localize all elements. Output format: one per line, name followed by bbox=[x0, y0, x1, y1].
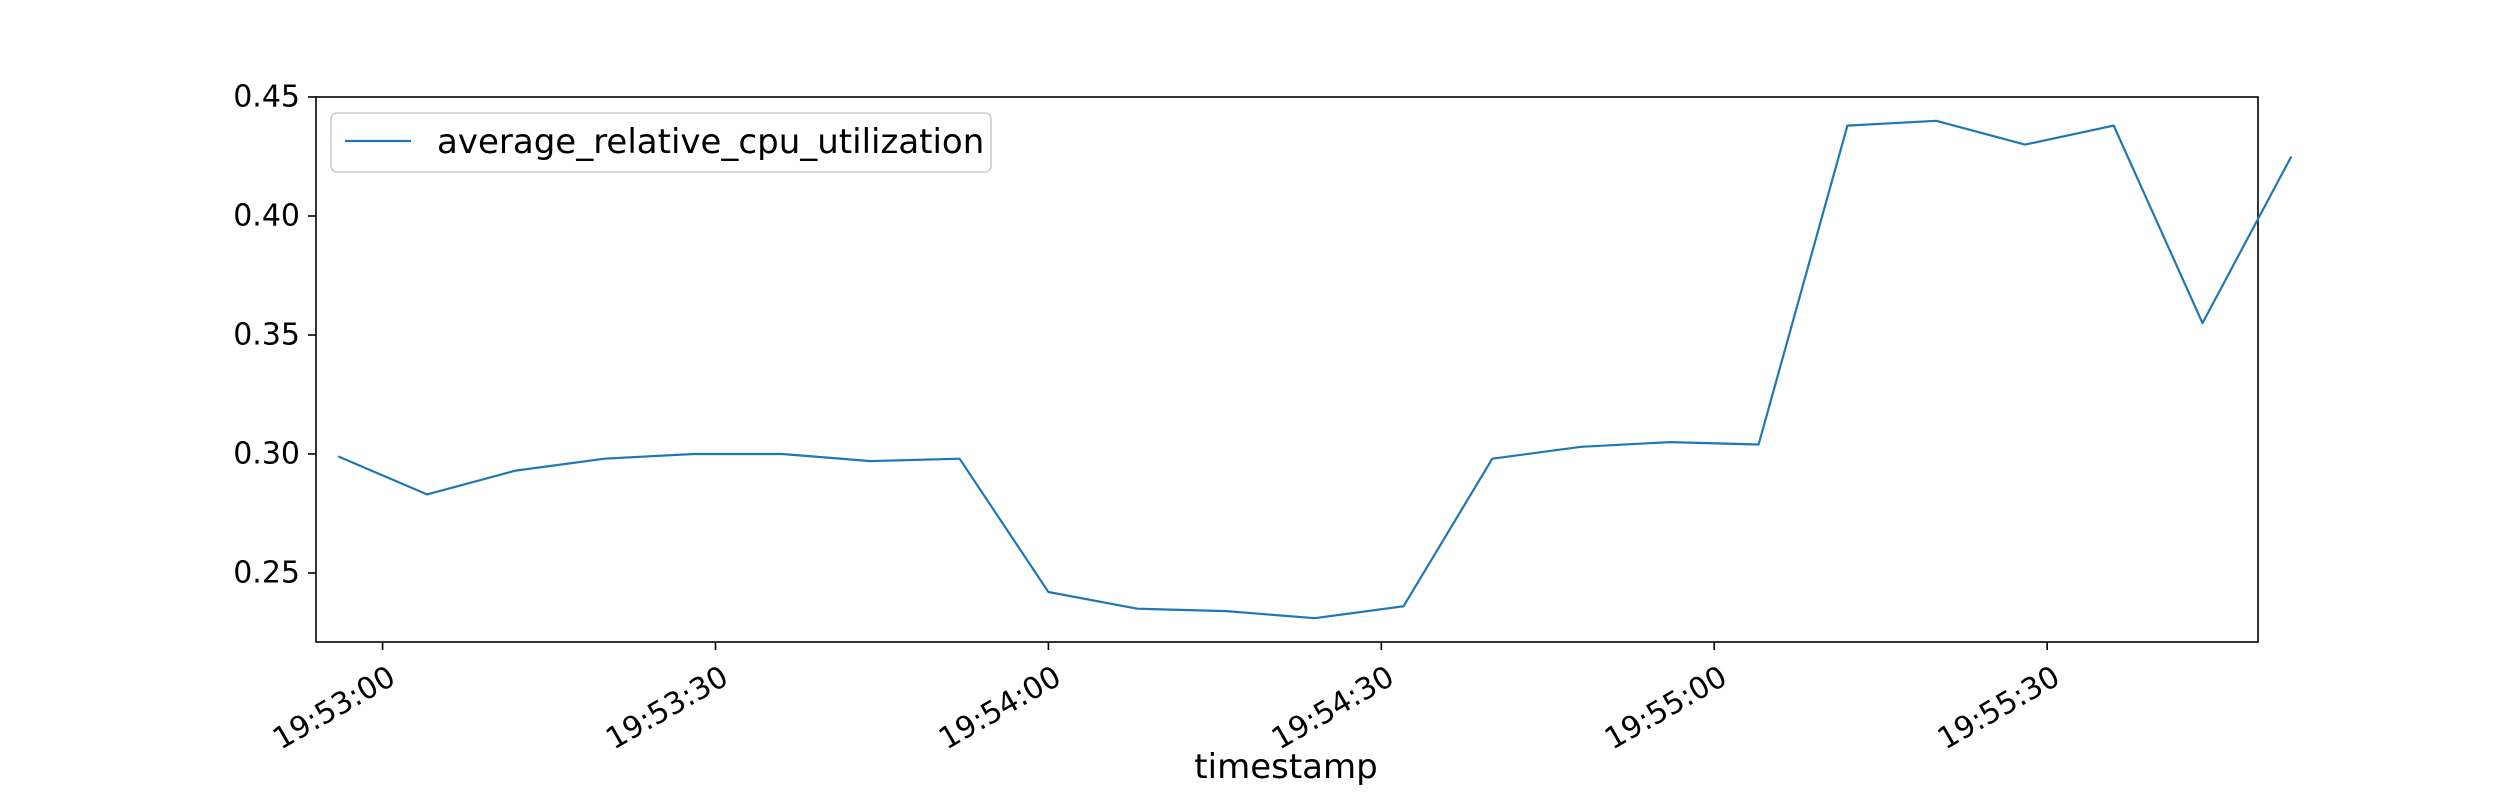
y-tick-label: 0.45 bbox=[233, 80, 300, 115]
x-tick-label: 19:53:30 bbox=[600, 659, 734, 757]
x-axis-label: timestamp bbox=[1194, 747, 1377, 787]
x-tick-label: 19:53:00 bbox=[267, 659, 401, 757]
y-tick-label: 0.40 bbox=[233, 198, 300, 233]
plot-area: 19:53:00 19:53:30 19:54:00 19:54:30 19:55:00… bbox=[233, 80, 2293, 757]
series-layer bbox=[337, 119, 2293, 620]
x-tick-label: 19:55:00 bbox=[1599, 659, 1733, 757]
legend: average_relative_cpu_utilization bbox=[330, 112, 992, 173]
series-line-0 bbox=[337, 119, 2293, 620]
x-axis-ticks: 19:53:00 19:53:30 19:54:00 19:54:30 19:55:00… bbox=[267, 642, 2066, 757]
y-axis-ticks: 0.25 0.30 0.35 0.40 0.45 bbox=[233, 80, 316, 590]
y-tick-label: 0.35 bbox=[233, 317, 300, 352]
legend-frame bbox=[330, 112, 992, 173]
x-tick-label: 19:54:30 bbox=[1266, 659, 1400, 757]
x-tick-label: 19:55:30 bbox=[1932, 659, 2066, 757]
y-tick-label: 0.25 bbox=[233, 555, 300, 590]
y-tick-label: 0.30 bbox=[233, 436, 300, 471]
legend-entry-label: average_relative_cpu_utilization bbox=[437, 122, 984, 162]
x-tick-label: 19:54:00 bbox=[933, 659, 1067, 757]
plot-frame bbox=[315, 96, 2259, 643]
